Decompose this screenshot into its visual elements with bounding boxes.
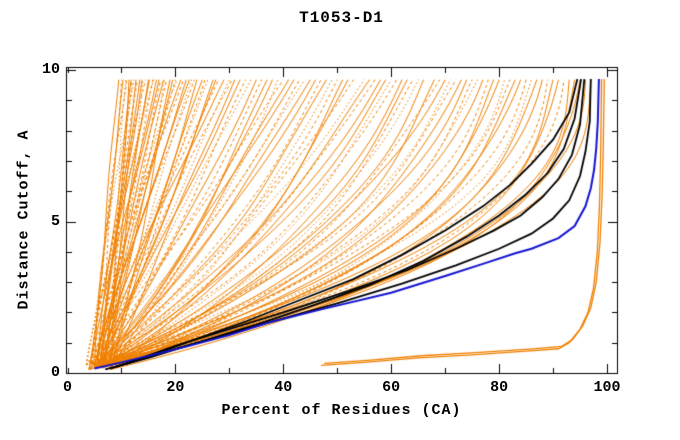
- x-tick-label: 60: [382, 379, 401, 396]
- x-tick-label: 80: [490, 379, 509, 396]
- x-tick-label: 40: [274, 379, 293, 396]
- y-tick-label: 10: [41, 61, 60, 78]
- plot-title: T1053-D1: [299, 9, 384, 27]
- x-tick-label: 20: [166, 379, 185, 396]
- x-tick-label: 100: [593, 379, 621, 396]
- x-axis-label: Percent of Residues (CA): [221, 402, 462, 419]
- y-tick-label: 0: [50, 364, 60, 381]
- y-tick-label: 5: [50, 212, 60, 230]
- x-tick-label: 0: [62, 379, 72, 396]
